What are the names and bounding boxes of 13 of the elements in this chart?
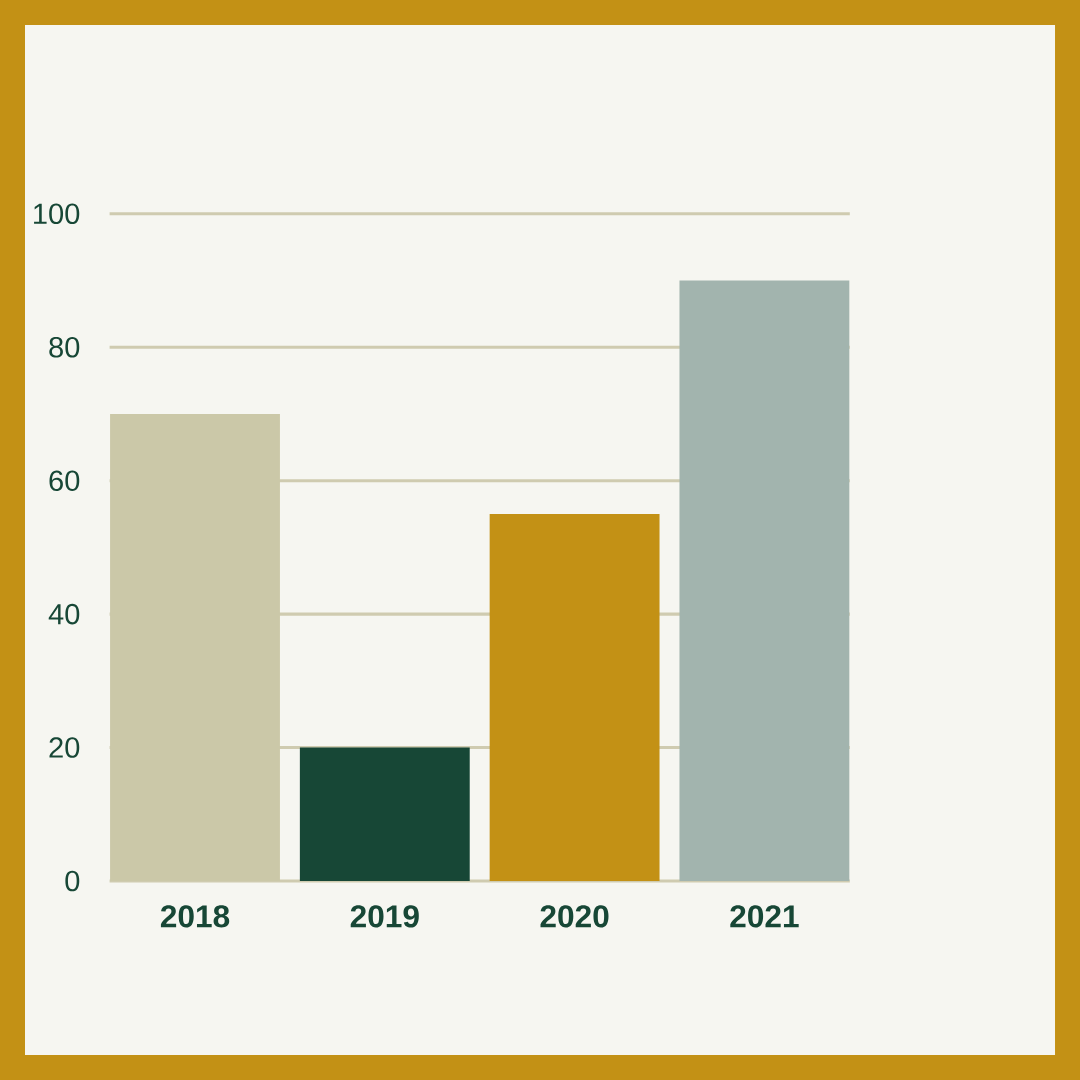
y-tick-label: 60: [49, 470, 80, 491]
y-tick-label: 100: [34, 203, 80, 225]
x-tick-label: 2018: [160, 905, 230, 928]
bar: [679, 280, 850, 881]
x-tick-label: 2019: [350, 905, 419, 928]
x-tick-label: 2020: [540, 905, 609, 928]
y-tick-label: 20: [49, 737, 80, 758]
y-tick-label: 0: [65, 870, 80, 892]
bar: [299, 747, 470, 881]
y-tick-label: 80: [49, 336, 80, 358]
y-tick-label: 40: [48, 603, 80, 625]
x-tick-label: 2021: [730, 905, 799, 928]
bar: [489, 514, 660, 881]
